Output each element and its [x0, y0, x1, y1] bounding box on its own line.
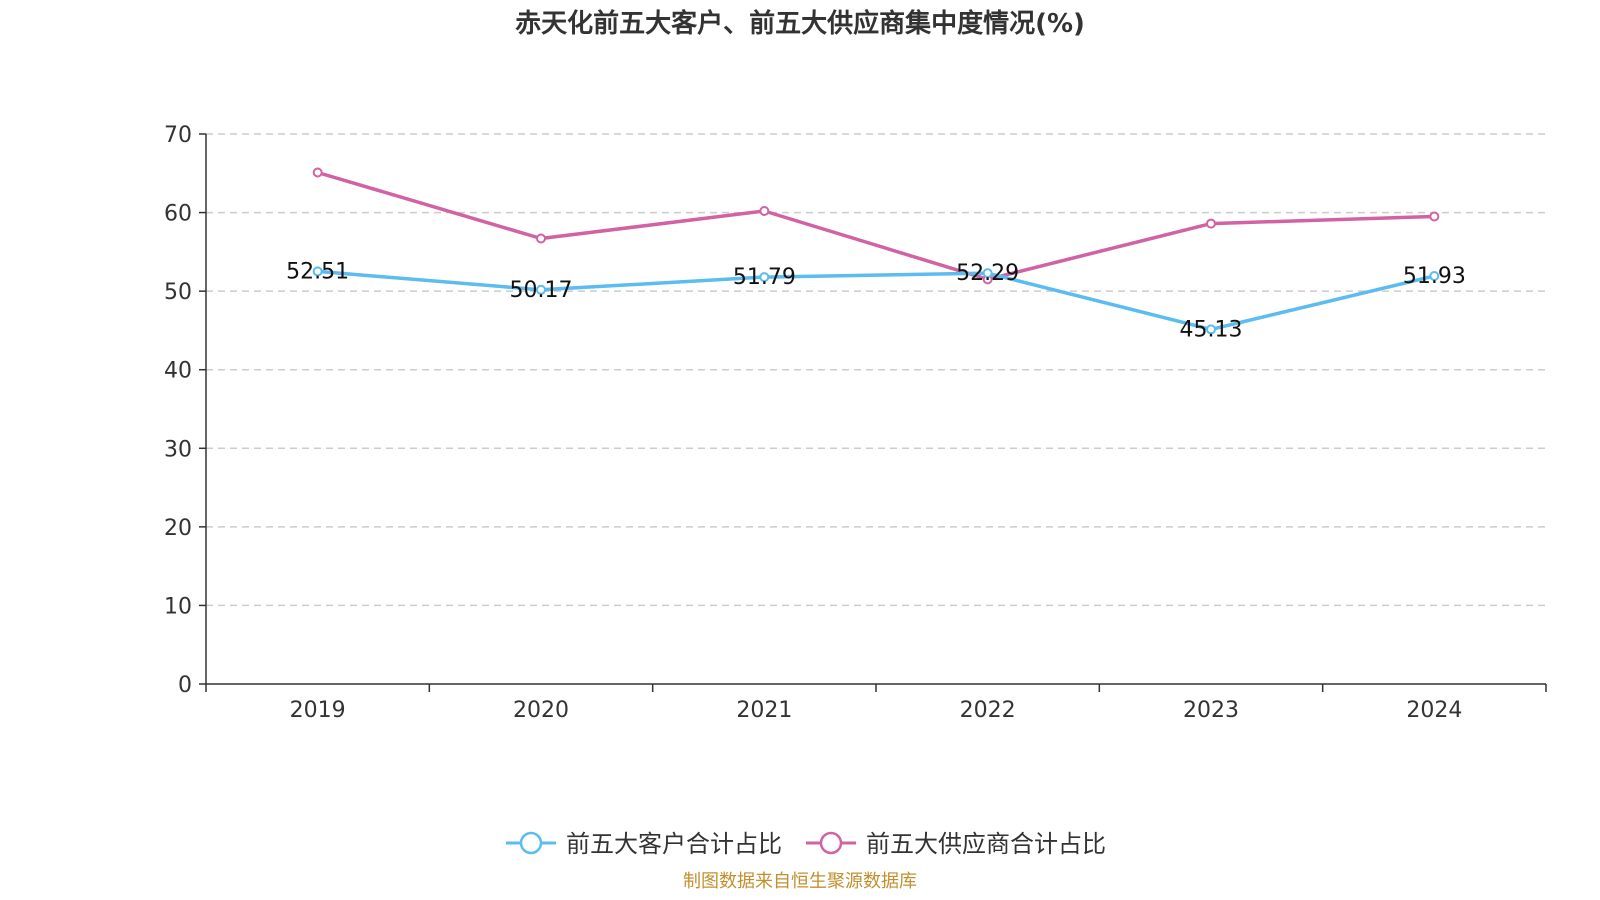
x-tick-label: 2021 [736, 698, 792, 723]
data-point[interactable] [312, 167, 323, 178]
x-tick-label: 2022 [960, 698, 1016, 723]
legend[interactable]: 前五大客户合计占比 前五大供应商合计占比 [506, 830, 1106, 858]
data-label: 51.93 [1403, 264, 1466, 289]
series-0 [312, 266, 1440, 335]
axes: 0 10 20 30 40 50 60 70 2019 2020 2021 2022 2023 2024 [164, 123, 1547, 723]
data-label: 50.17 [510, 278, 573, 303]
x-tick-label: 2019 [290, 698, 346, 723]
data-point[interactable] [1429, 211, 1440, 222]
data-label: 52.29 [956, 261, 1019, 286]
data-point[interactable] [312, 266, 323, 277]
x-tick-label: 2020 [513, 698, 569, 723]
chart-title: 赤天化前五大客户、前五大供应商集中度情况(%) [515, 8, 1085, 39]
data-point[interactable] [536, 233, 546, 244]
legend-label: 前五大客户合计占比 [566, 830, 782, 858]
y-tick-label: 30 [164, 437, 192, 462]
y-tick-label: 60 [164, 202, 192, 227]
data-point[interactable] [982, 268, 993, 279]
series-lines [312, 167, 1440, 335]
legend-item-0[interactable]: 前五大客户合计占比 [506, 830, 782, 858]
legend-label: 前五大供应商合计占比 [866, 830, 1106, 858]
y-tick-label: 10 [164, 594, 192, 619]
data-label: 52.51 [286, 259, 349, 284]
series-line [317, 170, 1435, 282]
y-tick-label: 0 [178, 673, 192, 698]
data-label: 45.13 [1180, 317, 1243, 342]
legend-marker [519, 831, 543, 855]
grid-lines [206, 133, 1546, 607]
data-point[interactable] [759, 272, 770, 283]
data-point[interactable] [1206, 324, 1216, 335]
legend-item-1[interactable]: 前五大供应商合计占比 [806, 830, 1106, 858]
series-1 [312, 167, 1440, 285]
source-note: 制图数据来自恒生聚源数据库 [683, 871, 917, 892]
data-point[interactable] [536, 284, 546, 295]
data-point[interactable] [759, 206, 770, 216]
data-point[interactable] [1429, 270, 1440, 281]
y-tick-label: 50 [164, 280, 192, 305]
legend-marker [819, 831, 843, 855]
x-tick-label: 2023 [1183, 698, 1239, 723]
series-line [317, 269, 1435, 332]
y-tick-label: 70 [164, 123, 192, 148]
x-tick-label: 2024 [1406, 698, 1462, 723]
data-label: 51.79 [733, 265, 796, 290]
y-tick-label: 40 [164, 359, 192, 384]
data-point[interactable] [1206, 218, 1216, 229]
data-labels: 52.51 50.17 51.79 52.29 45.13 51.93 [286, 259, 1466, 342]
y-tick-label: 20 [164, 516, 192, 541]
